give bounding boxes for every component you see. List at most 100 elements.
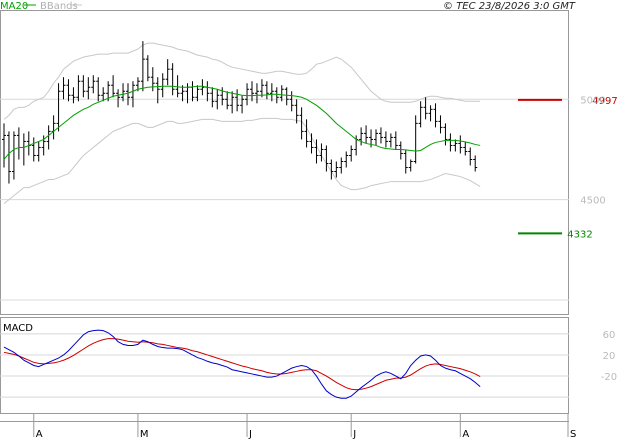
ohlc-bar xyxy=(101,87,106,102)
ohlc-bar xyxy=(155,77,160,104)
ohlc-bar xyxy=(314,139,319,164)
ohlc-bar xyxy=(225,91,230,110)
ohlc-bar xyxy=(41,135,46,156)
ohlc-bar xyxy=(86,77,91,100)
ohlc-bar xyxy=(334,161,339,178)
macd-lines xyxy=(3,329,481,399)
ohlc-bar xyxy=(463,141,468,156)
ohlc-bar xyxy=(264,81,269,100)
ohlc-bar xyxy=(111,75,116,98)
macd-panel-frame xyxy=(0,317,569,414)
ohlc-bar xyxy=(91,75,96,94)
ohlc-bar xyxy=(448,133,453,152)
signal-line xyxy=(3,338,481,391)
ohlc-bar xyxy=(438,115,443,134)
macd-tick-label: 60 xyxy=(603,330,616,341)
price-tick-label: 5000 xyxy=(580,95,605,106)
ma20-line xyxy=(3,85,481,160)
ohlc-bar xyxy=(378,127,383,144)
price-panel-frame xyxy=(0,10,569,315)
ohlc-bar xyxy=(230,91,235,114)
macd-grid xyxy=(0,333,569,398)
macd-line xyxy=(3,329,481,399)
ohlc-bar xyxy=(36,141,41,162)
ohlc-bar xyxy=(250,81,254,102)
ohlc-bar xyxy=(210,87,215,108)
ohlc-bar xyxy=(349,145,354,162)
ohlc-bar xyxy=(468,147,473,166)
ohlc-bar xyxy=(51,115,56,140)
ohlc-bar xyxy=(46,125,51,150)
x-tick-label: J xyxy=(248,429,252,440)
ohlc-bar xyxy=(71,87,76,104)
ohlc-bar xyxy=(175,75,180,98)
ohlc-bar xyxy=(96,77,101,102)
ohlc-bar xyxy=(458,135,463,154)
ohlc-bar xyxy=(145,55,150,82)
ohlc-bar xyxy=(418,101,423,128)
ohlc-bar xyxy=(2,123,6,168)
ohlc-bar xyxy=(26,131,31,156)
ohlc-bar xyxy=(284,87,289,106)
ohlc-bar xyxy=(274,87,279,104)
ohlc-bar xyxy=(279,85,284,102)
ohlc-bar xyxy=(190,81,195,102)
price-tick-label: 4500 xyxy=(580,196,605,207)
x-tick-label: M xyxy=(140,429,149,440)
ohlc-bar xyxy=(121,83,126,102)
ohlc-bar xyxy=(339,157,344,174)
ohlc-bar xyxy=(16,127,21,160)
ohlc-bar xyxy=(185,83,190,104)
ohlc-bar xyxy=(116,89,121,108)
ohlc-bar xyxy=(150,67,155,92)
support-label: 4332 xyxy=(567,229,592,240)
macd-panel-title: MACD xyxy=(3,323,33,334)
ohlc-bar xyxy=(403,149,408,174)
ohlc-bar xyxy=(61,77,66,100)
ohlc-bar xyxy=(428,105,433,122)
ohlc-bar xyxy=(269,83,274,102)
x-tick-label: A xyxy=(462,429,469,440)
ohlc-bar xyxy=(21,133,26,166)
resistance-label: 4997 xyxy=(592,96,617,107)
ohlc-bar xyxy=(473,155,478,172)
macd-y-ticks: 60 20 -20 xyxy=(601,330,617,383)
macd-tick-label: -20 xyxy=(601,372,617,383)
ohlc-bar xyxy=(6,131,11,184)
legend-bbands: BBands xyxy=(40,1,78,12)
ohlc-bar xyxy=(453,139,458,152)
ohlc-bar xyxy=(393,131,398,150)
ohlc-bar xyxy=(433,103,438,128)
ohlc-bar xyxy=(304,119,309,148)
ohlc-bar xyxy=(200,79,205,96)
ohlc-bar xyxy=(388,133,393,148)
price-y-ticks: 5000 4500 xyxy=(580,95,605,206)
ma20-line-group xyxy=(3,85,481,160)
ohlc-bar xyxy=(215,89,220,110)
ohlc-bar xyxy=(329,159,334,180)
ohlc-bar xyxy=(289,91,294,112)
ohlc-bar xyxy=(170,63,175,96)
ohlc-bar xyxy=(324,145,329,172)
ohlc-bar xyxy=(240,95,245,114)
ohlc-bar xyxy=(294,99,299,124)
level-lines: 4997 4332 xyxy=(518,96,618,240)
bollinger-bands xyxy=(3,42,481,205)
bb-lower-line xyxy=(3,117,481,205)
ohlc-bar xyxy=(126,83,130,106)
ohlc-bar xyxy=(383,131,388,148)
ohlc-bar xyxy=(423,97,428,120)
ohlc-bar xyxy=(413,115,418,164)
ohlc-bar xyxy=(309,133,314,154)
ohlc-bar xyxy=(299,107,304,140)
ohlc-bar xyxy=(160,73,165,98)
ohlc-bar xyxy=(443,123,448,146)
ohlc-bar xyxy=(31,137,36,162)
ohlc-bar xyxy=(408,159,413,172)
bb-upper-line xyxy=(3,42,481,120)
macd-tick-label: 20 xyxy=(603,351,616,362)
ohlc-bar xyxy=(359,127,364,146)
ohlc-bar xyxy=(140,41,145,92)
